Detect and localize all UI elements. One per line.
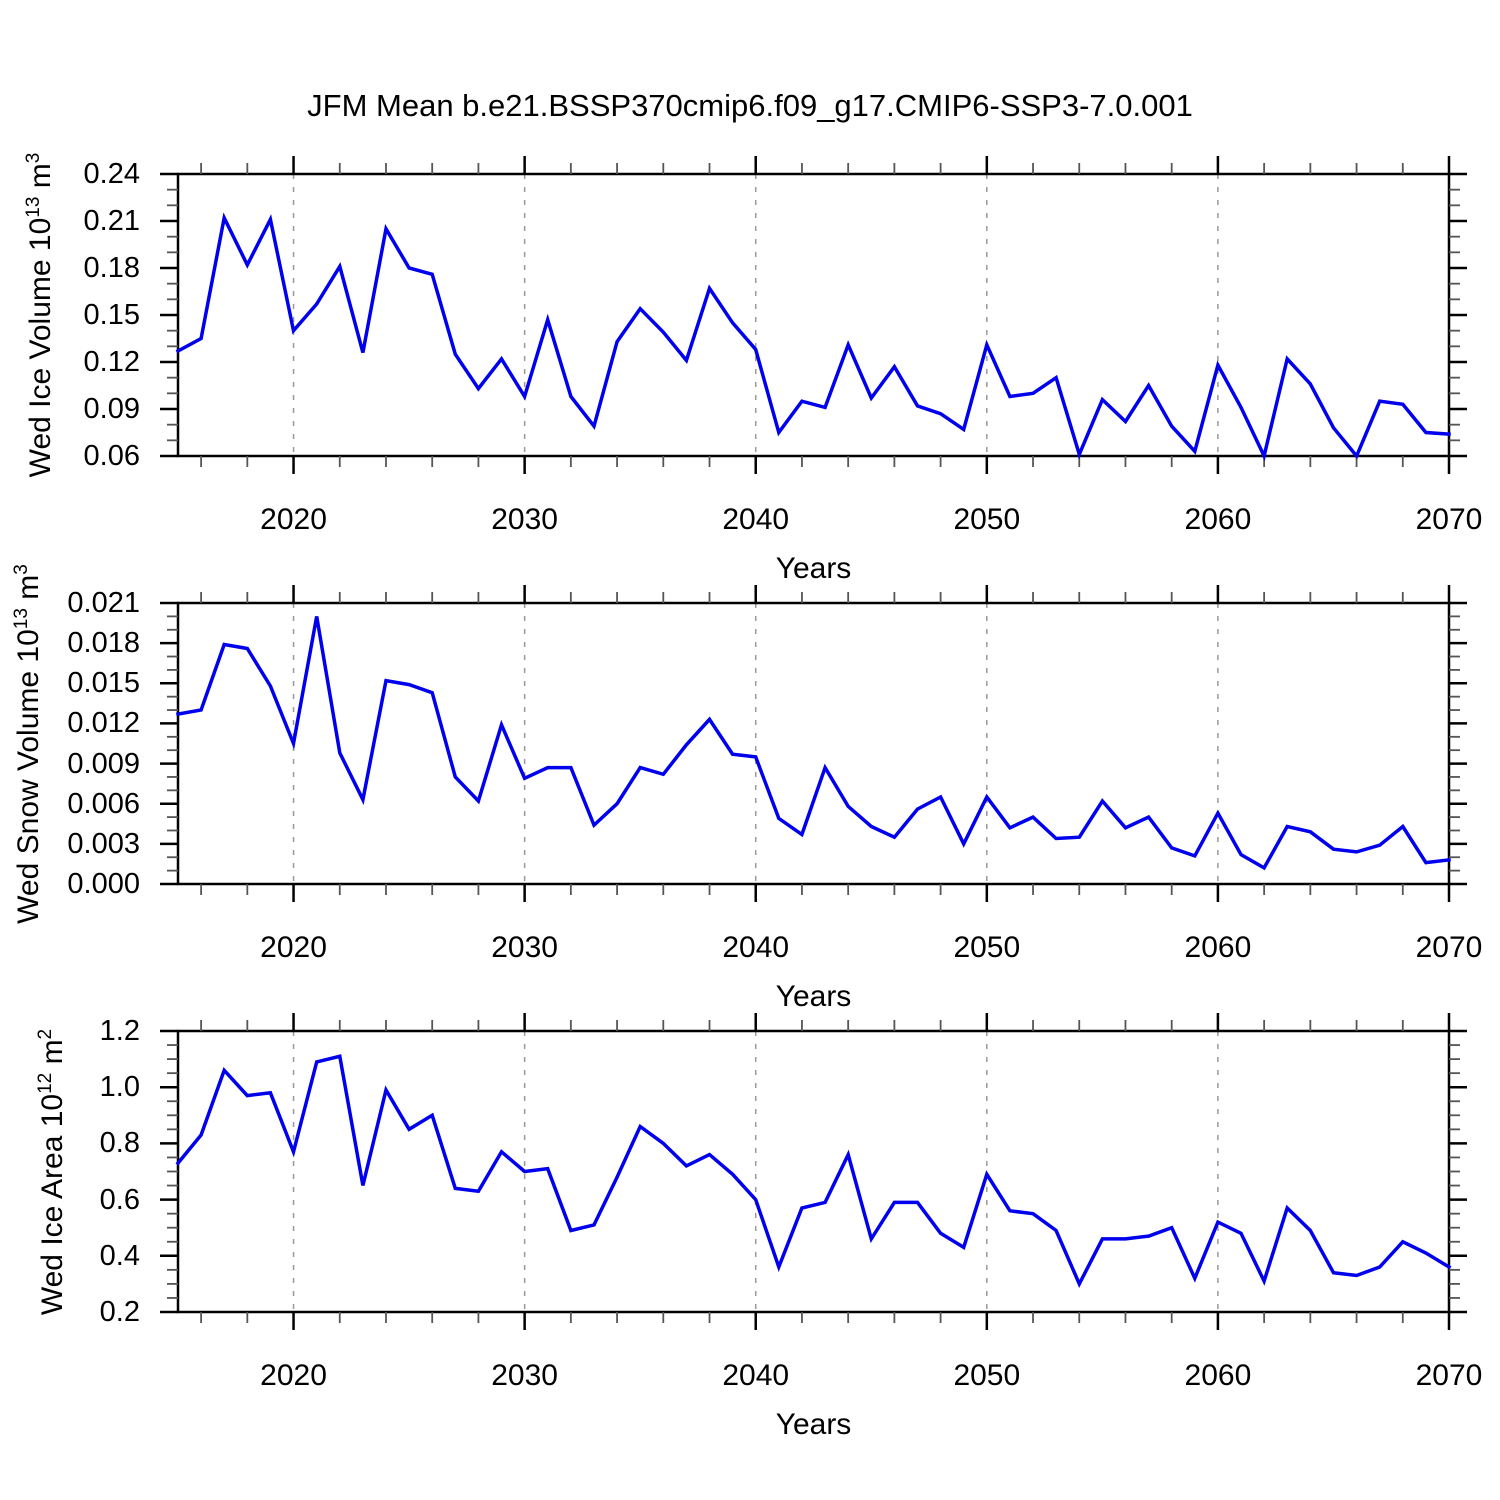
- y-tick-label: 0.2: [99, 1296, 140, 1328]
- y-tick-label: 0.000: [67, 868, 140, 900]
- y-axis-title: Wed Ice Volume 1013 m3: [16, 95, 57, 535]
- y-tick-label: 0.012: [67, 707, 140, 740]
- x-tick-label: 2050: [953, 931, 1021, 964]
- x-tick-label: 2020: [260, 503, 327, 536]
- wed-ice-area-panel: [160, 1013, 1467, 1330]
- x-tick-label: 2060: [1184, 1359, 1252, 1392]
- x-tick-label: 2070: [1415, 931, 1483, 964]
- wed-snow-volume-line: [175, 616, 1451, 871]
- y-axis-title-exponent: 12: [35, 1072, 56, 1094]
- x-tick-label: 2040: [722, 931, 790, 964]
- y-tick-label: 0.006: [67, 787, 140, 820]
- x-tick-label: 2060: [1184, 503, 1252, 536]
- y-axis-title-exponent: 3: [23, 152, 44, 164]
- x-tick-label: 2070: [1415, 1359, 1483, 1392]
- y-tick-label: 1.0: [99, 1071, 140, 1104]
- x-tick-label: 2020: [260, 931, 327, 964]
- chart-title: JFM Mean b.e21.BSSP370cmip6.f09_g17.CMIP…: [307, 88, 1193, 123]
- y-tick-label: 0.24: [83, 158, 140, 190]
- y-axis-title: Wed Snow Volume 1013 m3: [4, 524, 45, 964]
- y-axis-title-text: m: [24, 163, 57, 197]
- y-axis-title-text: m: [12, 574, 45, 608]
- y-tick-label: 0.021: [67, 587, 140, 619]
- x-axis-title: Years: [775, 980, 852, 1013]
- x-tick-label: 2050: [953, 503, 1021, 536]
- y-axis-title-text: Wed Ice Volume 10: [24, 217, 57, 478]
- x-tick-label: 2030: [491, 503, 558, 536]
- y-tick-label: 0.6: [99, 1183, 140, 1216]
- x-tick-label: 2030: [491, 1359, 558, 1392]
- y-axis-title-exponent: 2: [35, 1028, 56, 1039]
- y-tick-label: 0.09: [83, 393, 140, 425]
- y-tick-label: 0.015: [67, 667, 140, 700]
- x-tick-label: 2070: [1415, 503, 1483, 536]
- y-tick-label: 0.12: [83, 346, 140, 378]
- y-tick-label: 0.003: [67, 827, 140, 860]
- y-axis-title-exponent: 3: [11, 563, 32, 575]
- y-tick-label: 0.18: [83, 252, 140, 284]
- x-tick-label: 2060: [1184, 931, 1252, 964]
- y-tick-label: 0.018: [67, 627, 140, 660]
- wed-ice-volume-line: [175, 212, 1451, 462]
- x-tick-label: 2040: [722, 503, 790, 536]
- y-axis-title-text: m: [36, 1038, 69, 1073]
- x-tick-label: 2040: [722, 1359, 790, 1392]
- y-tick-label: 0.4: [99, 1239, 140, 1272]
- y-tick-label: 0.15: [83, 299, 140, 331]
- y-tick-label: 0.009: [67, 747, 140, 780]
- wed-snow-volume-panel: [160, 585, 1467, 902]
- x-tick-label: 2020: [260, 1359, 327, 1392]
- axis-frame: [176, 601, 1451, 886]
- x-tick-label: 2030: [491, 931, 558, 964]
- y-axis-title-text: Wed Snow Volume 10: [12, 628, 45, 924]
- y-tick-label: 0.21: [83, 205, 140, 237]
- wed-ice-volume-panel: [160, 156, 1467, 474]
- y-axis-title: Wed Ice Area 1012 m2: [28, 952, 69, 1392]
- y-tick-label: 0.06: [83, 440, 140, 472]
- y-tick-label: 1.2: [99, 1015, 140, 1047]
- x-axis-title: Years: [775, 1408, 852, 1441]
- y-axis-title-exponent: 13: [11, 607, 32, 629]
- y-axis-title-exponent: 13: [23, 196, 44, 218]
- x-tick-label: 2050: [953, 1359, 1021, 1392]
- y-tick-label: 0.8: [99, 1127, 140, 1160]
- x-axis-title: Years: [775, 552, 852, 585]
- wed-ice-area-line: [175, 1054, 1452, 1288]
- y-axis-title-text: Wed Ice Area 10: [36, 1093, 69, 1315]
